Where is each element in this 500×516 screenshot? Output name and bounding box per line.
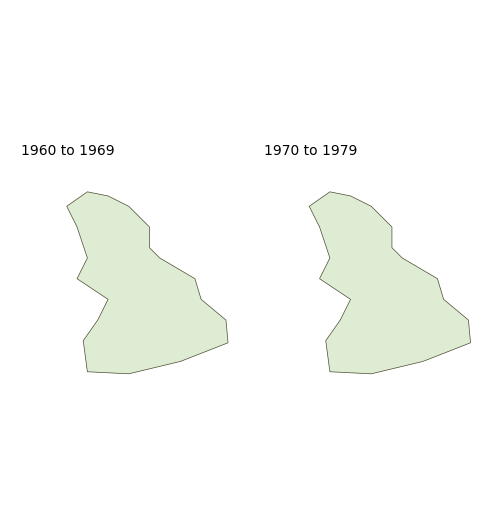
Polygon shape: [309, 192, 470, 374]
Text: 1970 to 1979: 1970 to 1979: [264, 143, 357, 157]
Text: 1960 to 1969: 1960 to 1969: [21, 143, 115, 157]
Polygon shape: [66, 192, 228, 374]
